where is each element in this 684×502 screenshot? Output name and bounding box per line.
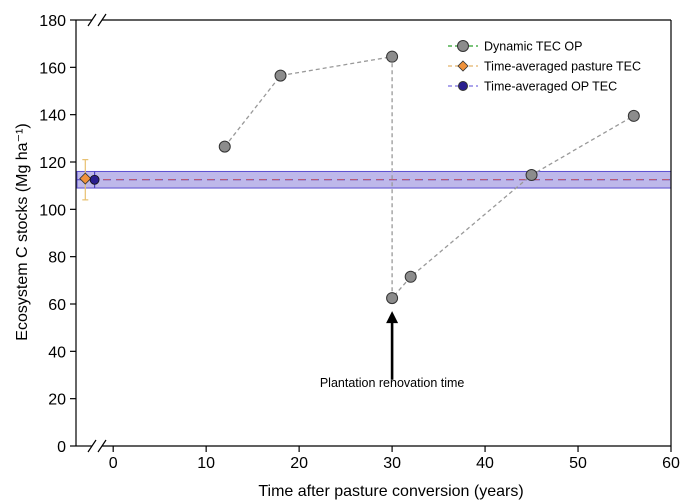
y-tick-label: 120 [39, 155, 66, 172]
y-axis-title: Ecosystem C stocks (Mg ha⁻¹) [14, 123, 31, 340]
y-tick-label: 180 [39, 13, 66, 30]
op-tec-band [76, 170, 672, 189]
legend: Dynamic TEC OP Time-averaged pasture TEC T… [448, 40, 641, 94]
x-tick-labels: 0 10 20 30 40 50 60 [109, 455, 680, 472]
x-tick-label: 30 [383, 455, 401, 472]
legend-marker [457, 60, 469, 72]
x-tick-label: 60 [662, 455, 680, 472]
y-tick-labels: 0 20 40 60 80 100 120 140 160 180 [39, 13, 66, 456]
axis-break-mark [97, 13, 107, 27]
data-point [386, 50, 399, 63]
axis-break-mark [87, 439, 97, 453]
legend-marker [457, 40, 469, 52]
y-tick-label: 20 [48, 392, 66, 409]
y-tick-label: 100 [39, 202, 66, 219]
legend-label: Dynamic TEC OP [484, 40, 582, 54]
y-tick-label: 60 [48, 297, 66, 314]
data-point [218, 140, 231, 153]
y-tick-label: 160 [39, 60, 66, 77]
axes [70, 13, 672, 453]
x-axis-title: Time after pasture conversion (years) [258, 483, 523, 500]
axis-break-mark [97, 439, 107, 453]
annotation-arrow-head [386, 311, 399, 324]
legend-label: Time-averaged OP TEC [484, 80, 617, 94]
x-tick-label: 10 [197, 455, 215, 472]
data-point [525, 169, 538, 182]
axis-break-mark [87, 13, 97, 27]
annotation: Plantation renovation time [320, 311, 465, 390]
annotation-label: Plantation renovation time [320, 376, 465, 390]
pasture-tec-point [79, 172, 92, 185]
data-point [627, 109, 640, 122]
data-point [404, 270, 417, 283]
data-point [274, 69, 287, 82]
markers [79, 50, 640, 305]
y-tick-label: 80 [48, 250, 66, 267]
legend-marker [458, 81, 468, 91]
y-tick-label: 40 [48, 344, 66, 361]
op-tec-point [89, 174, 100, 185]
x-tick-label: 20 [290, 455, 308, 472]
y-tick-label: 140 [39, 108, 66, 125]
y-tick-label: 0 [57, 439, 66, 456]
legend-label: Time-averaged pasture TEC [484, 60, 641, 74]
x-tick-label: 50 [569, 455, 587, 472]
x-tick-label: 0 [109, 455, 118, 472]
x-tick-label: 40 [476, 455, 494, 472]
data-point [386, 292, 399, 305]
